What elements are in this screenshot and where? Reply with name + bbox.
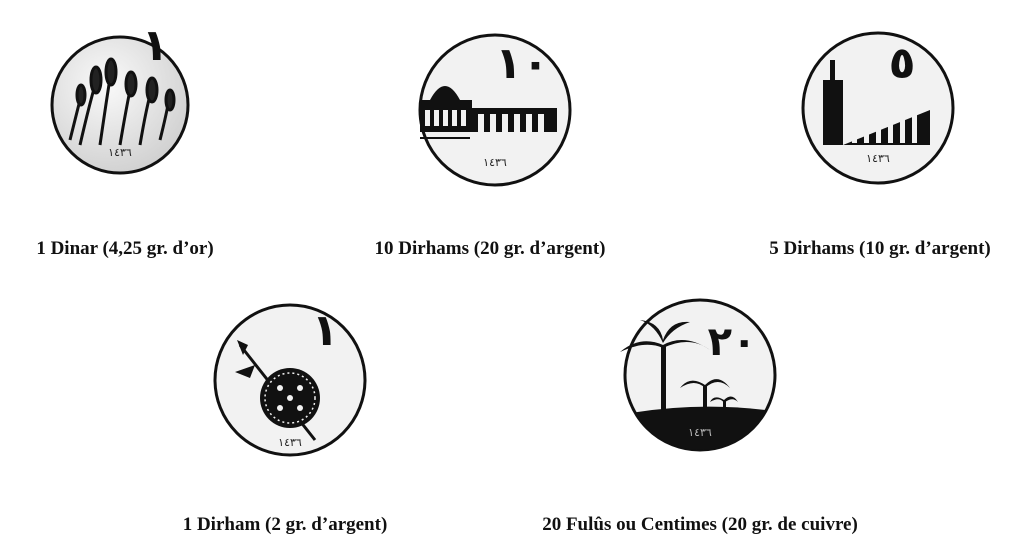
- denomination: ١: [312, 305, 339, 356]
- year: ١٤٣٦: [688, 426, 712, 439]
- year: ١٤٣٦: [866, 152, 890, 165]
- year: ١٤٣٦: [108, 146, 132, 159]
- year: ١٤٣٦: [278, 436, 302, 449]
- coin-dinar: ١ ١٤٣٦: [52, 20, 188, 173]
- year: ١٤٣٦: [483, 156, 507, 169]
- denomination: ١٠: [495, 38, 549, 89]
- caption: 20 Fulûs ou Centimes (20 gr. de cuivre): [542, 514, 858, 535]
- caption: 1 Dirham (2 gr. d’argent): [183, 514, 388, 535]
- coin-twenty-fulus: ٢٠ ١٤٣٦: [620, 300, 780, 460]
- caption: 10 Dirhams (20 gr. d’argent): [375, 238, 606, 259]
- denomination: ٢٠: [708, 319, 757, 365]
- coin-ten-dirhams: ١٠ ١٤٣٦: [420, 35, 570, 185]
- caption: 1 Dinar (4,25 gr. d’or): [36, 238, 213, 259]
- coin-one-dirham: ١ ١٤٣٦: [215, 305, 365, 455]
- denomination: ٥: [889, 38, 916, 89]
- denomination: ١: [142, 20, 169, 71]
- coin-five-dirhams: ٥ ١٤٣٦: [803, 33, 953, 183]
- coin-figure: ١ ١٤٣٦ 1 Dinar (4,25 gr. d’or) ١٠ ١٤٣٦ 1…: [0, 0, 1033, 544]
- caption: 5 Dirhams (10 gr. d’argent): [769, 238, 990, 259]
